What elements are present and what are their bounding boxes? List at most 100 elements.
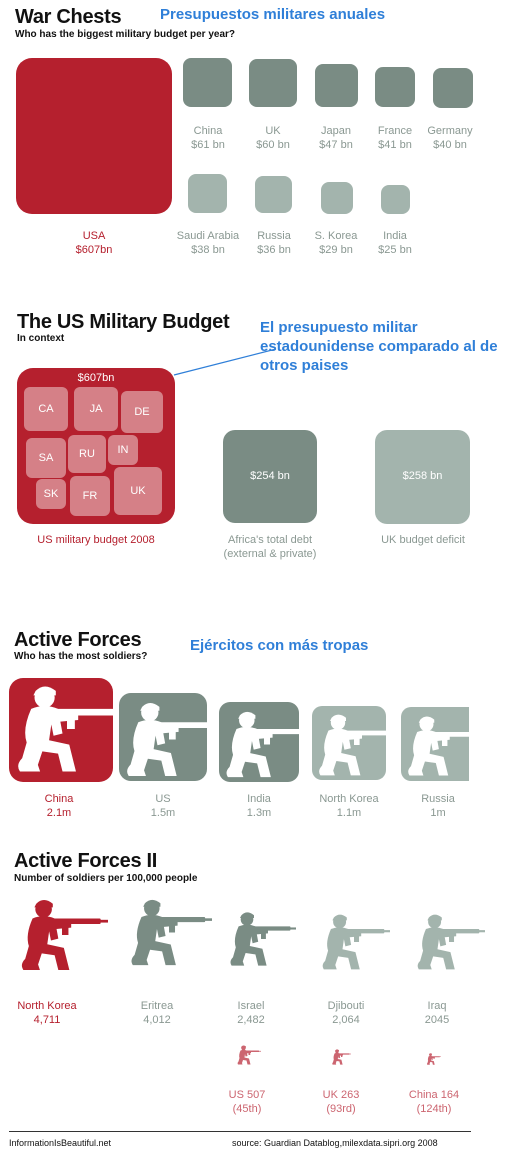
tile-sk: SK xyxy=(36,479,66,509)
us-budget-total: $607bn xyxy=(77,372,115,384)
china-ratio-label: China 164 (124th) xyxy=(398,1088,470,1116)
country-name: UK xyxy=(322,1089,338,1101)
country-name: UK xyxy=(265,125,281,137)
russia-forces-box xyxy=(401,707,469,781)
country-value: 164 xyxy=(440,1089,460,1101)
country-name: Israel xyxy=(237,1000,265,1012)
country-rank: (124th) xyxy=(416,1103,452,1115)
saudi-arabia-label: Saudi Arabia $38 bn xyxy=(168,229,248,257)
country-value: $61 bn xyxy=(191,139,225,151)
israel-soldier-icon xyxy=(226,911,296,967)
tile-ca: CA xyxy=(24,387,68,431)
country-name: USA xyxy=(82,230,106,242)
country-value: $607bn xyxy=(75,244,113,256)
china-forces-box xyxy=(9,678,113,782)
israel-ratio-label: Israel 2,482 xyxy=(221,999,281,1027)
country-name: France xyxy=(377,125,413,137)
tile-ja: JA xyxy=(74,387,118,431)
japan-budget-box xyxy=(315,64,358,107)
country-name: North Korea xyxy=(319,793,379,805)
country-value: 2045 xyxy=(424,1014,450,1026)
uk-deficit-box: $258 bn xyxy=(375,430,470,524)
footer-divider xyxy=(9,1131,471,1132)
india-budget-box xyxy=(381,185,410,214)
north-korea-forces-box xyxy=(312,706,386,780)
saudi-arabia-budget-box xyxy=(188,174,227,213)
soldier-icon xyxy=(314,713,386,777)
country-value: $41 bn xyxy=(378,139,412,151)
us-ratio-label: US 507 (45th) xyxy=(212,1088,282,1116)
soldier-icon xyxy=(403,715,469,777)
eritrea-ratio-label: Eritrea 4,012 xyxy=(127,999,187,1027)
china-budget-box xyxy=(183,58,232,107)
india-forces-label: India 1.3m xyxy=(229,792,289,820)
country-name: Saudi Arabia xyxy=(176,230,240,242)
country-value: $25 bn xyxy=(378,244,412,256)
north-korea-soldier-icon xyxy=(16,898,108,972)
uk-deficit-value: $258 bn xyxy=(402,470,443,482)
tile-sa: SA xyxy=(26,438,66,478)
country-value: 4,711 xyxy=(33,1014,61,1026)
tile-uk: UK xyxy=(114,467,162,515)
country-value: $40 bn xyxy=(433,139,467,151)
japan-label: Japan $47 bn xyxy=(306,124,366,152)
country-value: $36 bn xyxy=(257,244,291,256)
north-korea-forces-label: North Korea 1.1m xyxy=(309,792,389,820)
footer-source: source: Guardian Datablog,milexdata.sipr… xyxy=(232,1138,438,1148)
france-budget-box xyxy=(375,67,415,107)
country-name: Russia xyxy=(257,230,291,242)
country-name: Russia xyxy=(421,793,455,805)
country-value: $38 bn xyxy=(191,244,225,256)
country-rank: (93rd) xyxy=(326,1103,356,1115)
country-value: 4,012 xyxy=(143,1014,171,1026)
tile-ru: RU xyxy=(68,435,106,473)
russia-budget-box xyxy=(255,176,292,213)
country-value: 263 xyxy=(340,1089,360,1101)
china-soldier-icon xyxy=(426,1053,441,1065)
eritrea-soldier-icon xyxy=(126,898,212,967)
us-forces-label: US 1.5m xyxy=(133,792,193,820)
country-value: 507 xyxy=(246,1089,266,1101)
country-value: $47 bn xyxy=(319,139,353,151)
country-name: Japan xyxy=(321,125,351,137)
country-value: 1.5m xyxy=(150,807,176,819)
war-chests-title: War Chests xyxy=(15,6,122,28)
country-value: 1m xyxy=(430,807,446,819)
country-name: Djibouti xyxy=(327,1000,365,1012)
us-budget-box: $607bn CA JA DE SA RU IN SK FR UK xyxy=(17,368,175,524)
annotation-pointer xyxy=(173,348,277,376)
africa-debt-box: $254 bn xyxy=(223,430,317,523)
country-name: India xyxy=(247,793,271,805)
war-chests-subtitle: Who has the biggest military budget per … xyxy=(15,29,236,40)
active-forces-2-title: Active Forces II xyxy=(14,850,158,872)
country-value: 2,064 xyxy=(332,1014,360,1026)
active-forces-title-es: Ejércitos con más tropas xyxy=(190,637,369,654)
active-forces-title: Active Forces xyxy=(14,629,142,651)
us-forces-box xyxy=(119,693,207,781)
active-forces-subtitle: Who has the most soldiers? xyxy=(14,651,148,662)
country-name: Iraq xyxy=(427,1000,447,1012)
tile-fr: FR xyxy=(70,476,110,516)
country-value: $60 bn xyxy=(256,139,290,151)
soldier-icon xyxy=(121,701,207,778)
country-name: India xyxy=(383,230,407,242)
country-name: S. Korea xyxy=(314,230,358,242)
s-korea-budget-box xyxy=(321,182,353,214)
uk-deficit-label: UK budget deficit xyxy=(381,534,465,546)
country-value: 2,482 xyxy=(237,1014,265,1026)
country-name: China xyxy=(193,125,223,137)
russia-forces-label: Russia 1m xyxy=(408,792,468,820)
uk-ratio-label: UK 263 (93rd) xyxy=(306,1088,376,1116)
africa-debt-value: $254 bn xyxy=(250,470,290,482)
iraq-ratio-label: Iraq 2045 xyxy=(407,999,467,1027)
russia-label: Russia $36 bn xyxy=(244,229,304,257)
country-name: US xyxy=(155,793,171,805)
country-value: 2.1m xyxy=(46,807,72,819)
uk-budget-box xyxy=(249,59,297,107)
germany-budget-box xyxy=(433,68,473,108)
tile-in: IN xyxy=(108,435,138,465)
country-value: 1.1m xyxy=(336,807,362,819)
country-name: US xyxy=(228,1089,244,1101)
country-rank: (45th) xyxy=(232,1103,262,1115)
uk-label: UK $60 bn xyxy=(243,124,303,152)
